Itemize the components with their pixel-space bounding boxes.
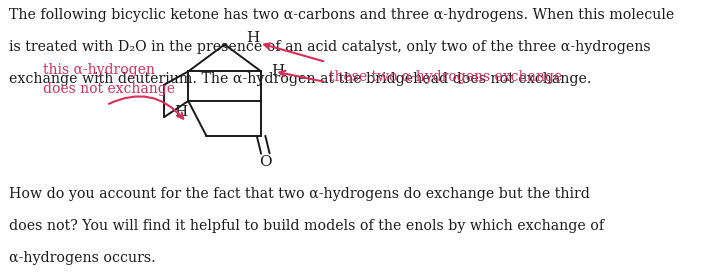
- Text: this α-hydrogen: this α-hydrogen: [43, 63, 155, 77]
- Text: α-hydrogens occurs.: α-hydrogens occurs.: [9, 251, 155, 265]
- Text: How do you account for the fact that two α-hydrogens do exchange but the third: How do you account for the fact that two…: [9, 187, 590, 201]
- Text: O: O: [259, 155, 271, 169]
- Text: does not? You will find it helpful to build models of the enols by which exchang: does not? You will find it helpful to bu…: [9, 219, 604, 233]
- Text: exchange with deuterium. The α-hydrogen at the bridgehead does not exchange.: exchange with deuterium. The α-hydrogen …: [9, 72, 591, 86]
- Text: H: H: [247, 31, 260, 45]
- Text: The following bicyclic ketone has two α-carbons and three α-hydrogens. When this: The following bicyclic ketone has two α-…: [9, 8, 674, 22]
- Text: these two α-hydrogens exchange: these two α-hydrogens exchange: [329, 70, 562, 84]
- Text: does not exchange: does not exchange: [43, 82, 175, 96]
- Text: H: H: [271, 64, 284, 78]
- Text: H: H: [174, 105, 187, 119]
- Text: is treated with D₂O in the presence of an acid catalyst, only two of the three α: is treated with D₂O in the presence of a…: [9, 40, 651, 54]
